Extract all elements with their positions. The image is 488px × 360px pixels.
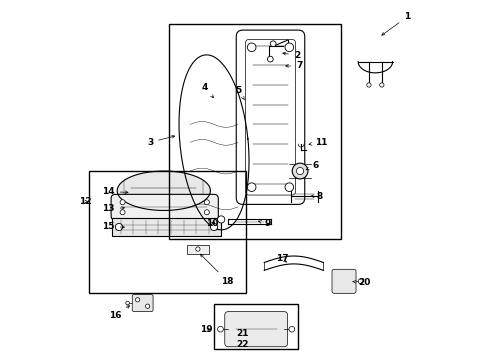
Text: 19: 19: [199, 325, 212, 334]
Circle shape: [267, 56, 273, 62]
Circle shape: [285, 43, 293, 51]
Text: 11: 11: [308, 138, 327, 147]
Bar: [88, 171, 246, 293]
Text: 6: 6: [305, 161, 318, 170]
Circle shape: [288, 326, 294, 332]
Text: 5: 5: [235, 86, 244, 100]
Text: 13: 13: [102, 204, 124, 213]
Circle shape: [204, 210, 209, 215]
Circle shape: [247, 43, 255, 51]
Circle shape: [296, 167, 303, 175]
Circle shape: [115, 224, 122, 230]
Circle shape: [204, 200, 209, 205]
Text: 2: 2: [282, 51, 300, 60]
FancyBboxPatch shape: [224, 312, 287, 347]
Text: 16: 16: [109, 306, 129, 320]
Bar: [112, 219, 221, 235]
Text: 10: 10: [206, 219, 218, 228]
Bar: [214, 305, 298, 349]
Text: 22: 22: [236, 340, 248, 349]
Bar: [187, 244, 208, 253]
Text: 12: 12: [79, 197, 91, 206]
Bar: [169, 24, 341, 239]
Circle shape: [247, 183, 255, 192]
Text: 9: 9: [258, 219, 270, 228]
Circle shape: [379, 83, 383, 87]
FancyBboxPatch shape: [111, 194, 218, 220]
Text: 4: 4: [201, 83, 213, 98]
Polygon shape: [117, 171, 210, 211]
Text: 20: 20: [352, 278, 370, 287]
Text: 21: 21: [236, 329, 248, 338]
Text: 1: 1: [381, 12, 409, 35]
Circle shape: [270, 41, 276, 46]
Text: 18: 18: [200, 254, 233, 285]
Text: 17: 17: [276, 255, 288, 264]
Text: 15: 15: [102, 222, 124, 231]
Circle shape: [210, 224, 217, 230]
Text: 3: 3: [147, 135, 174, 147]
FancyBboxPatch shape: [132, 294, 153, 312]
Text: 14: 14: [102, 187, 128, 196]
FancyBboxPatch shape: [331, 269, 355, 293]
Circle shape: [366, 83, 370, 87]
Text: 7: 7: [285, 62, 302, 71]
Circle shape: [357, 279, 363, 284]
Circle shape: [120, 210, 125, 215]
Circle shape: [195, 247, 200, 251]
Circle shape: [125, 301, 129, 305]
Text: 8: 8: [310, 192, 322, 201]
Circle shape: [292, 163, 307, 179]
Circle shape: [120, 200, 125, 205]
Circle shape: [217, 216, 224, 223]
Circle shape: [135, 298, 140, 302]
Circle shape: [217, 326, 223, 332]
Circle shape: [145, 304, 149, 309]
Circle shape: [285, 183, 293, 192]
